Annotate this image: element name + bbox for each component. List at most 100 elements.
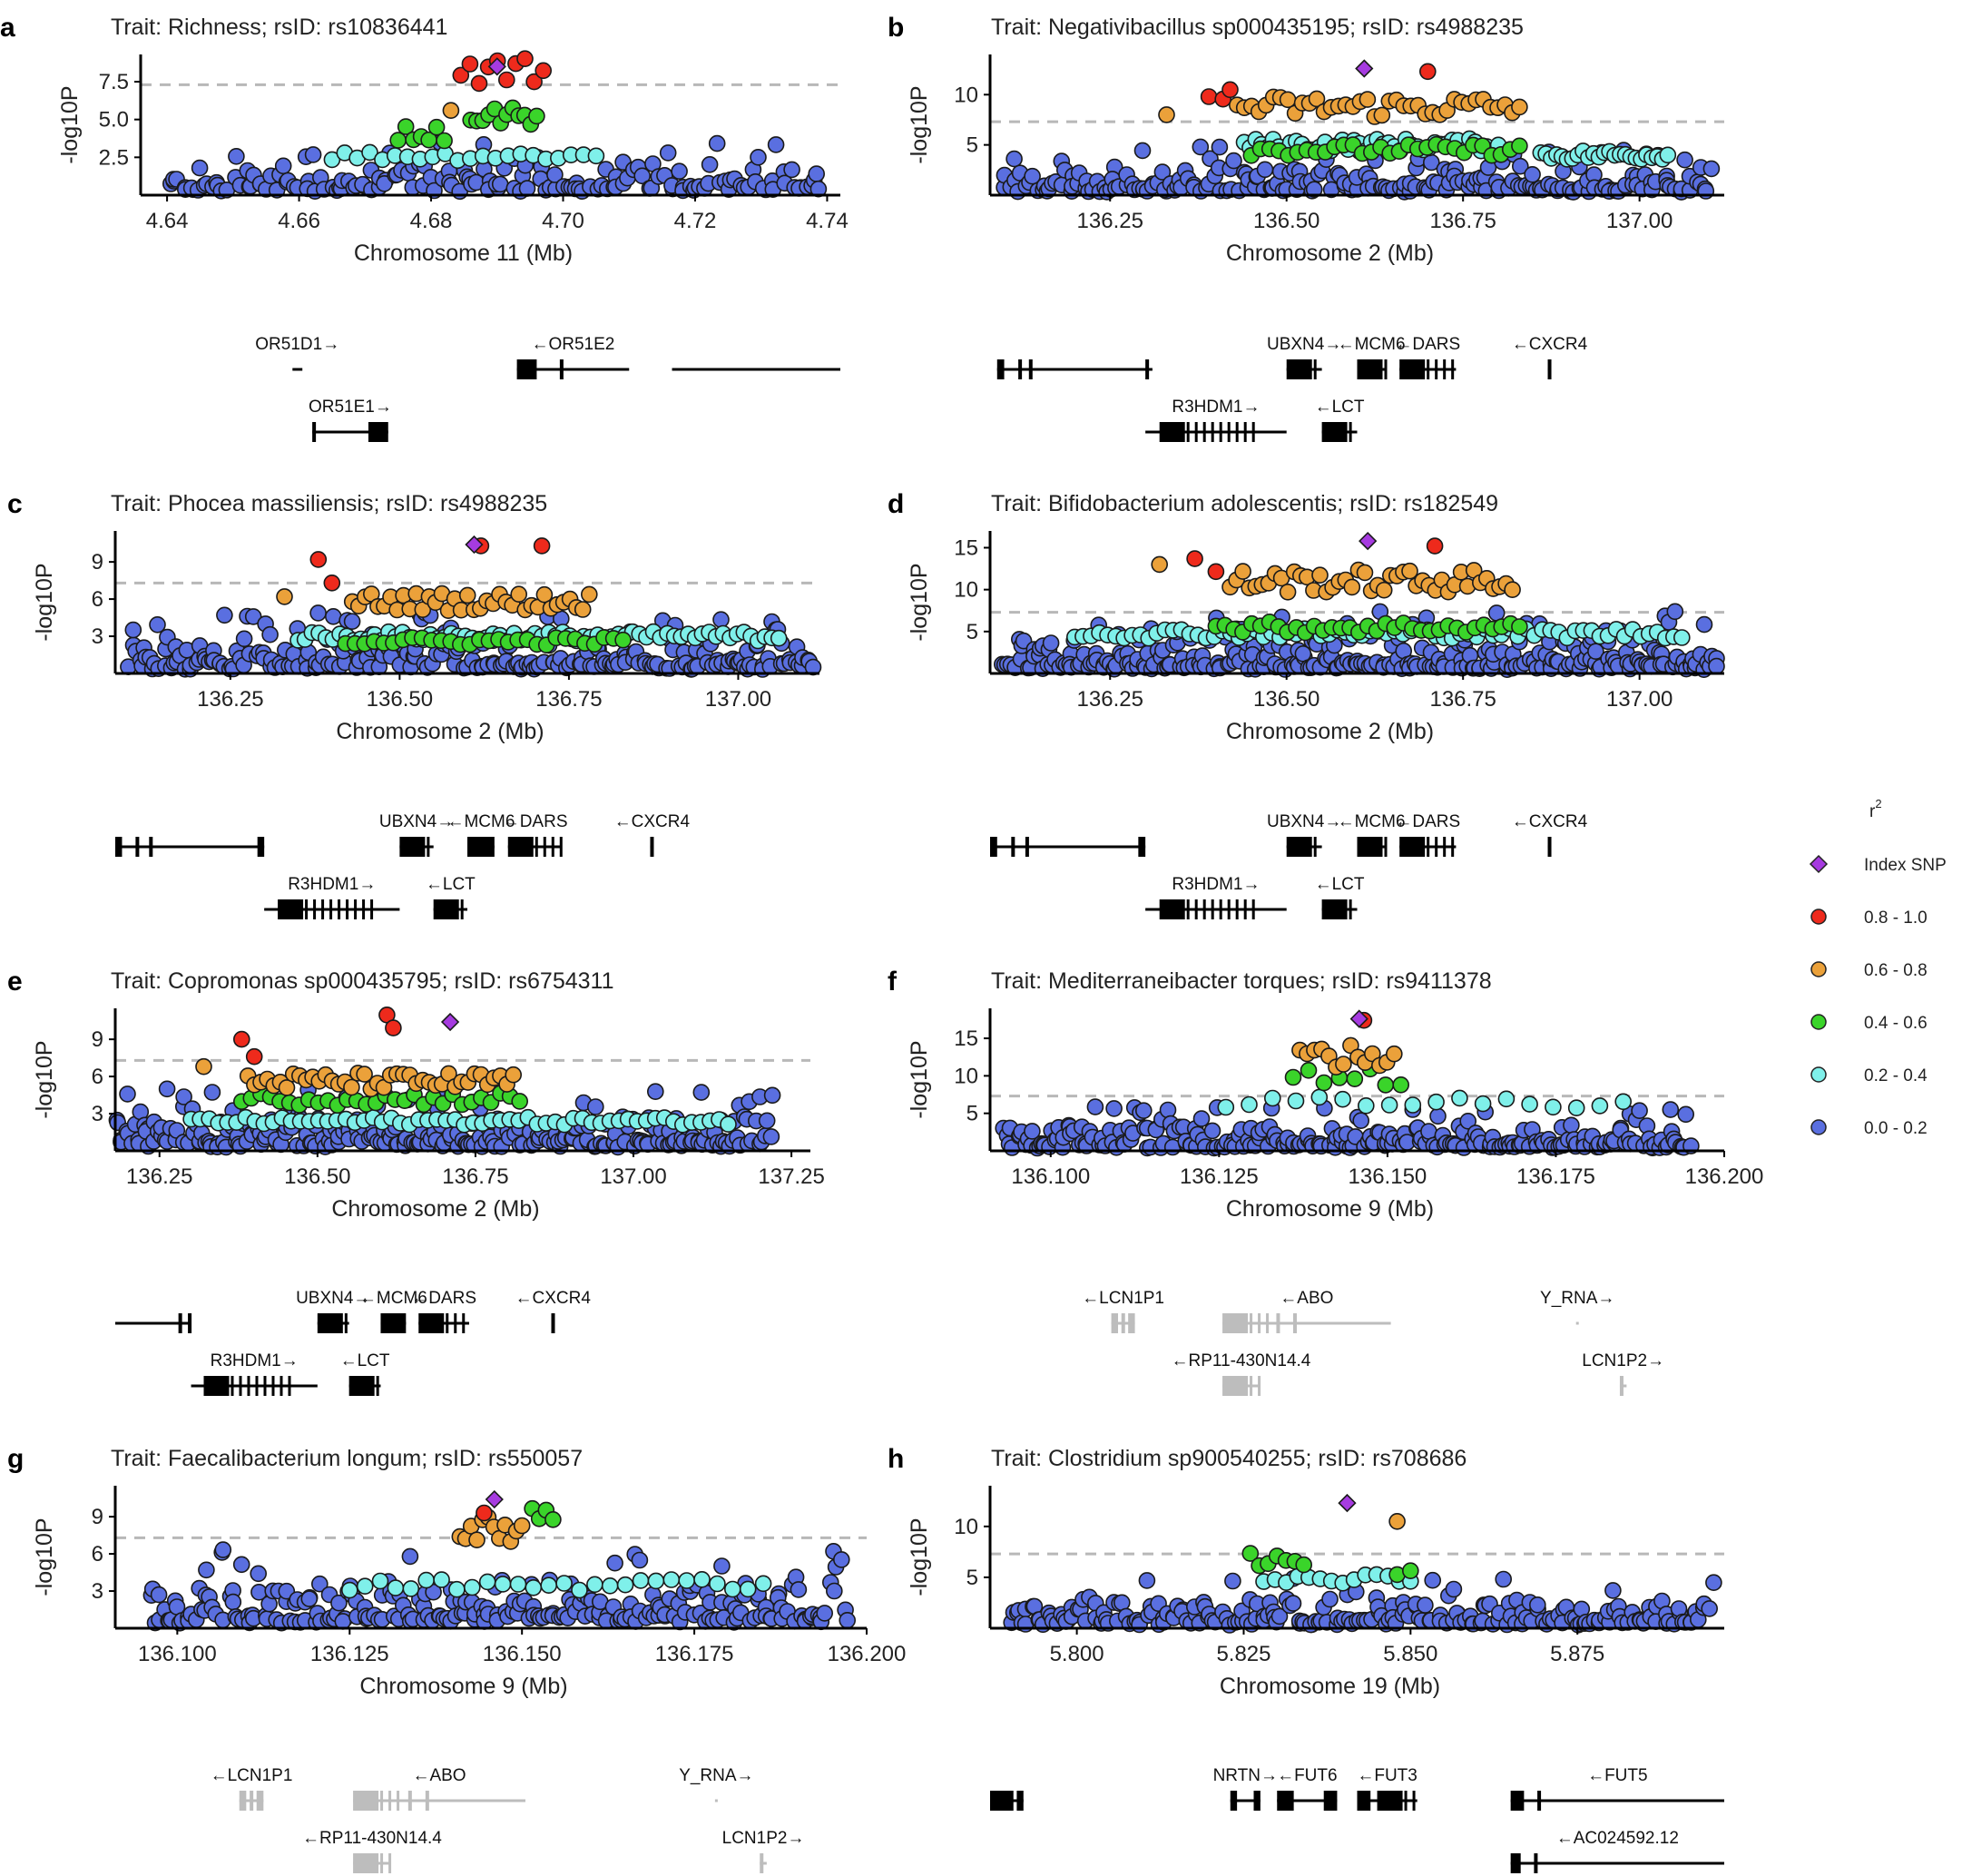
exon bbox=[388, 1791, 392, 1811]
exon bbox=[1399, 359, 1426, 379]
x-axis-label-f: Chromosome 9 (Mb) bbox=[1226, 1196, 1434, 1222]
panel-label-d: d bbox=[888, 489, 904, 519]
snp-point bbox=[1445, 1580, 1463, 1598]
x-axis-label-h: Chromosome 19 (Mb) bbox=[1220, 1674, 1440, 1699]
exon bbox=[1222, 1376, 1249, 1396]
y-tick-label: 6 bbox=[92, 1542, 103, 1567]
gene-label: ←CXCR4 bbox=[515, 1289, 592, 1308]
gene-LCT: ←LCT bbox=[340, 1351, 390, 1396]
exon bbox=[263, 1376, 267, 1396]
x-tick-label: 137.25 bbox=[758, 1164, 824, 1189]
legend-item-r2-0.6-0.8: 0.6 - 0.8 bbox=[1810, 961, 1928, 980]
exon bbox=[427, 837, 430, 857]
exon bbox=[1145, 359, 1150, 379]
snp-point bbox=[646, 1083, 664, 1100]
x-tick-label: 136.75 bbox=[1429, 209, 1496, 233]
y-tick-label: 2.5 bbox=[99, 145, 129, 170]
gene-LCT: ←LCT bbox=[1315, 875, 1365, 919]
exon bbox=[1377, 1791, 1403, 1811]
snp-point bbox=[261, 625, 279, 643]
snp-point bbox=[452, 66, 470, 84]
snp-point bbox=[343, 1078, 360, 1096]
snp-point bbox=[1279, 583, 1297, 601]
snp-point bbox=[1401, 562, 1418, 580]
exon bbox=[1243, 899, 1247, 919]
panel-title-e: Trait: Copromonas sp000435795; rsID: rs6… bbox=[111, 968, 613, 994]
snp-point bbox=[124, 621, 142, 639]
y-tick-label: 15 bbox=[954, 1026, 978, 1051]
snp-point bbox=[214, 1541, 232, 1558]
snp-point bbox=[1420, 1123, 1437, 1140]
snp-point bbox=[1673, 629, 1691, 646]
exon bbox=[1222, 1313, 1249, 1333]
snp-point bbox=[1563, 1116, 1580, 1134]
gene-FUT5: ←FUT5 bbox=[1510, 1766, 1724, 1811]
exon bbox=[288, 1376, 291, 1396]
snp-point bbox=[505, 1066, 523, 1084]
x-tick-label: 136.25 bbox=[1077, 209, 1143, 233]
exon bbox=[1258, 1376, 1261, 1396]
snp-point bbox=[586, 1098, 604, 1115]
snp-point bbox=[203, 1084, 221, 1101]
series-r2-3-h bbox=[1388, 1513, 1406, 1530]
snp-point bbox=[448, 1580, 466, 1598]
snp-point bbox=[1567, 1099, 1585, 1116]
gene-label: ←DARS bbox=[411, 1289, 476, 1308]
snp-point bbox=[678, 1572, 696, 1589]
y-tick-label: 10 bbox=[954, 83, 978, 107]
exon bbox=[399, 837, 426, 857]
exon bbox=[348, 1376, 375, 1396]
exon bbox=[1230, 1791, 1238, 1811]
snp-point bbox=[1495, 1570, 1512, 1588]
exon bbox=[380, 1791, 384, 1811]
snp-point bbox=[274, 157, 292, 175]
x-tick-label: 137.00 bbox=[1606, 687, 1673, 712]
gene-label: ←LCT bbox=[1315, 875, 1365, 894]
snp-point bbox=[1419, 63, 1437, 81]
gene-LCN1P2: LCN1P2→ bbox=[1582, 1351, 1664, 1396]
exon bbox=[1321, 899, 1348, 919]
snp-point bbox=[580, 585, 598, 604]
snp-point bbox=[389, 132, 407, 149]
snp-point bbox=[1497, 1090, 1516, 1108]
exon bbox=[425, 1791, 429, 1811]
exon bbox=[1384, 837, 1388, 857]
x-axis-label-d: Chromosome 2 (Mb) bbox=[1226, 719, 1434, 744]
series-r2-4-b bbox=[1221, 81, 1239, 99]
x-tick-label: 136.25 bbox=[126, 1164, 192, 1189]
x-tick-label: 4.66 bbox=[278, 209, 320, 233]
snp-point bbox=[770, 629, 788, 647]
x-tick-label: 136.75 bbox=[535, 687, 602, 712]
index-snp-h bbox=[1338, 1493, 1357, 1513]
snp-point bbox=[1224, 1572, 1241, 1590]
snp-point bbox=[1158, 106, 1175, 123]
exon bbox=[418, 1313, 445, 1333]
panel-label-h: h bbox=[888, 1444, 904, 1474]
gene-track-c: UBXN4→←MCM6←DARS ←CXCR4 R3HDM1→ ←LCT bbox=[115, 812, 690, 919]
panel-a: a Trait: Richness; rsID: rs10836441 2.5 5.0… bbox=[0, 13, 849, 442]
snp-point bbox=[1429, 1107, 1447, 1125]
snp-point bbox=[712, 611, 730, 629]
index-snp-d bbox=[1359, 531, 1378, 551]
x-axis-label-g: Chromosome 9 (Mb) bbox=[359, 1674, 567, 1699]
panel-g: g Trait: Faecalibacterium longum; rsID: r… bbox=[7, 1444, 906, 1873]
snp-point bbox=[1524, 166, 1541, 183]
exon bbox=[203, 1376, 230, 1396]
exon bbox=[760, 1853, 764, 1873]
exon bbox=[1435, 359, 1438, 379]
snp-point bbox=[1024, 167, 1041, 185]
gene-label: ←ABO bbox=[1280, 1289, 1333, 1308]
exon bbox=[271, 1376, 275, 1396]
snp-point bbox=[245, 1047, 263, 1066]
gene-LCT: ←LCT bbox=[426, 875, 476, 919]
y-tick-label: 5 bbox=[966, 620, 978, 644]
snp-point bbox=[839, 1612, 857, 1629]
series-r2-4-e bbox=[245, 1047, 263, 1066]
snp-point bbox=[525, 73, 543, 91]
gene-label: Y_RNA→ bbox=[679, 1766, 753, 1785]
gene-label: LCN1P2→ bbox=[722, 1829, 805, 1848]
y-tick-label: 5.0 bbox=[99, 108, 129, 133]
exon bbox=[1211, 422, 1214, 442]
snp-point bbox=[150, 1586, 168, 1604]
snp-point bbox=[1334, 1090, 1351, 1108]
